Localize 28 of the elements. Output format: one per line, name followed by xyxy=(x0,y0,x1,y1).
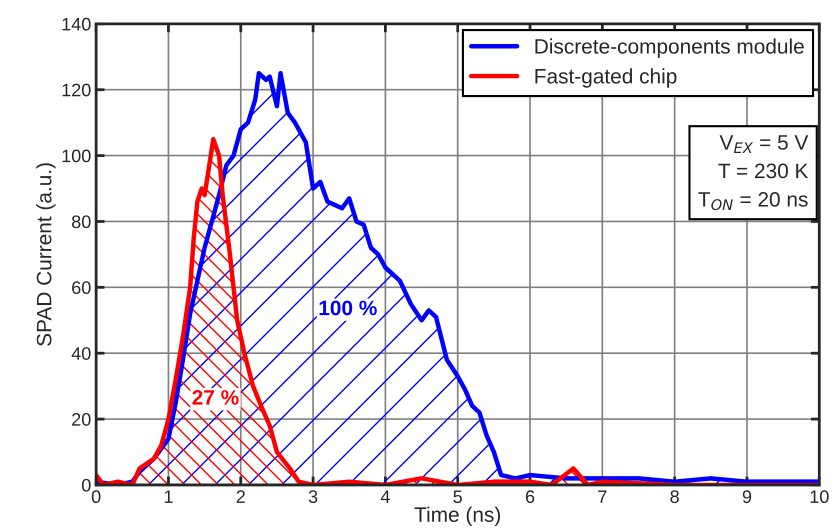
x-axis-title: Time (ns) xyxy=(414,506,500,526)
y-tick-label: 0 xyxy=(82,478,91,492)
x-tick-label: 3 xyxy=(308,490,318,504)
y-tick-label: 20 xyxy=(72,413,91,426)
y-tick-label: 80 xyxy=(72,215,91,228)
y-tick-label: 40 xyxy=(72,347,91,360)
y-tick-label: 120 xyxy=(62,84,91,96)
x-tick-label: 0 xyxy=(92,490,100,504)
x-tick-label: 10 xyxy=(810,490,829,504)
x-tick-label: 8 xyxy=(670,490,679,504)
x-tick-label: 1 xyxy=(164,490,173,503)
y-tick-label: 60 xyxy=(72,281,91,294)
x-tick-label: 4 xyxy=(380,490,390,503)
legend-label: Fast-gated chip xyxy=(535,68,676,88)
x-tick-label: 9 xyxy=(742,490,752,504)
x-tick-label: 2 xyxy=(236,490,245,503)
annotation: 27 % xyxy=(192,390,239,405)
x-tick-label: 7 xyxy=(598,490,606,503)
x-tick-label: 6 xyxy=(526,490,534,504)
annotation: T = 230 K xyxy=(718,164,808,178)
annotation: 100 % xyxy=(320,300,377,316)
x-tick-label: 5 xyxy=(453,490,462,504)
y-tick-label: 140 xyxy=(62,18,91,31)
legend-label: Discrete-components module xyxy=(535,38,804,58)
annotation: T$_{ON}$ = 20 ns xyxy=(698,192,808,210)
y-axis-title: SPAD Current (a.u.) xyxy=(36,163,56,346)
annotation: V$_{EX}$ = 5 V xyxy=(720,135,808,153)
y-tick-label: 100 xyxy=(62,150,91,162)
